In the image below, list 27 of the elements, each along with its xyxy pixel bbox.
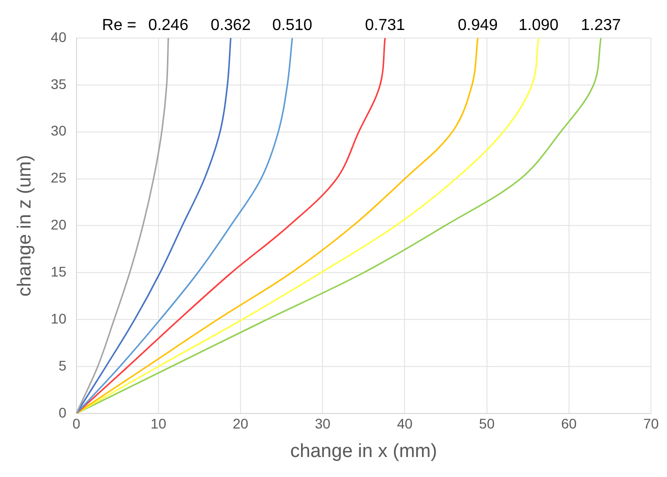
y-axis-title: change in z (um) [14, 154, 36, 296]
series-label: 1.090 [518, 17, 559, 34]
y-tick-label: 5 [58, 357, 67, 374]
y-tick-label: 35 [50, 76, 67, 92]
y-tick-label: 25 [50, 170, 67, 186]
text: Re = [102, 17, 136, 34]
x-tick-label: 70 [643, 416, 659, 432]
x-tick-label: 60 [561, 416, 577, 432]
x-tick-label: 10 [150, 416, 166, 432]
series-label: 1.237 [580, 17, 622, 34]
y-tick-label: 30 [50, 122, 67, 139]
x-tick-label: 30 [314, 416, 331, 432]
y-tick-label: 10 [50, 310, 67, 326]
x-axis-title: change in x (mm) [290, 440, 438, 462]
x-tick-label: 40 [396, 416, 413, 432]
series-label: 0.731 [365, 17, 406, 34]
series-label: 0.362 [210, 17, 251, 34]
y-tick-label: 20 [50, 216, 67, 233]
series-label: 0.949 [458, 17, 498, 34]
x-tick-label: 20 [232, 416, 249, 432]
x-tick-label: 50 [479, 416, 495, 432]
y-tick-label: 15 [50, 263, 67, 280]
y-tick-label: 40 [50, 28, 67, 45]
x-tick-label: 0 [72, 416, 80, 432]
series-label: 0.510 [272, 17, 312, 34]
y-tick-label: 0 [58, 404, 67, 420]
series-label: 0.246 [148, 17, 188, 34]
